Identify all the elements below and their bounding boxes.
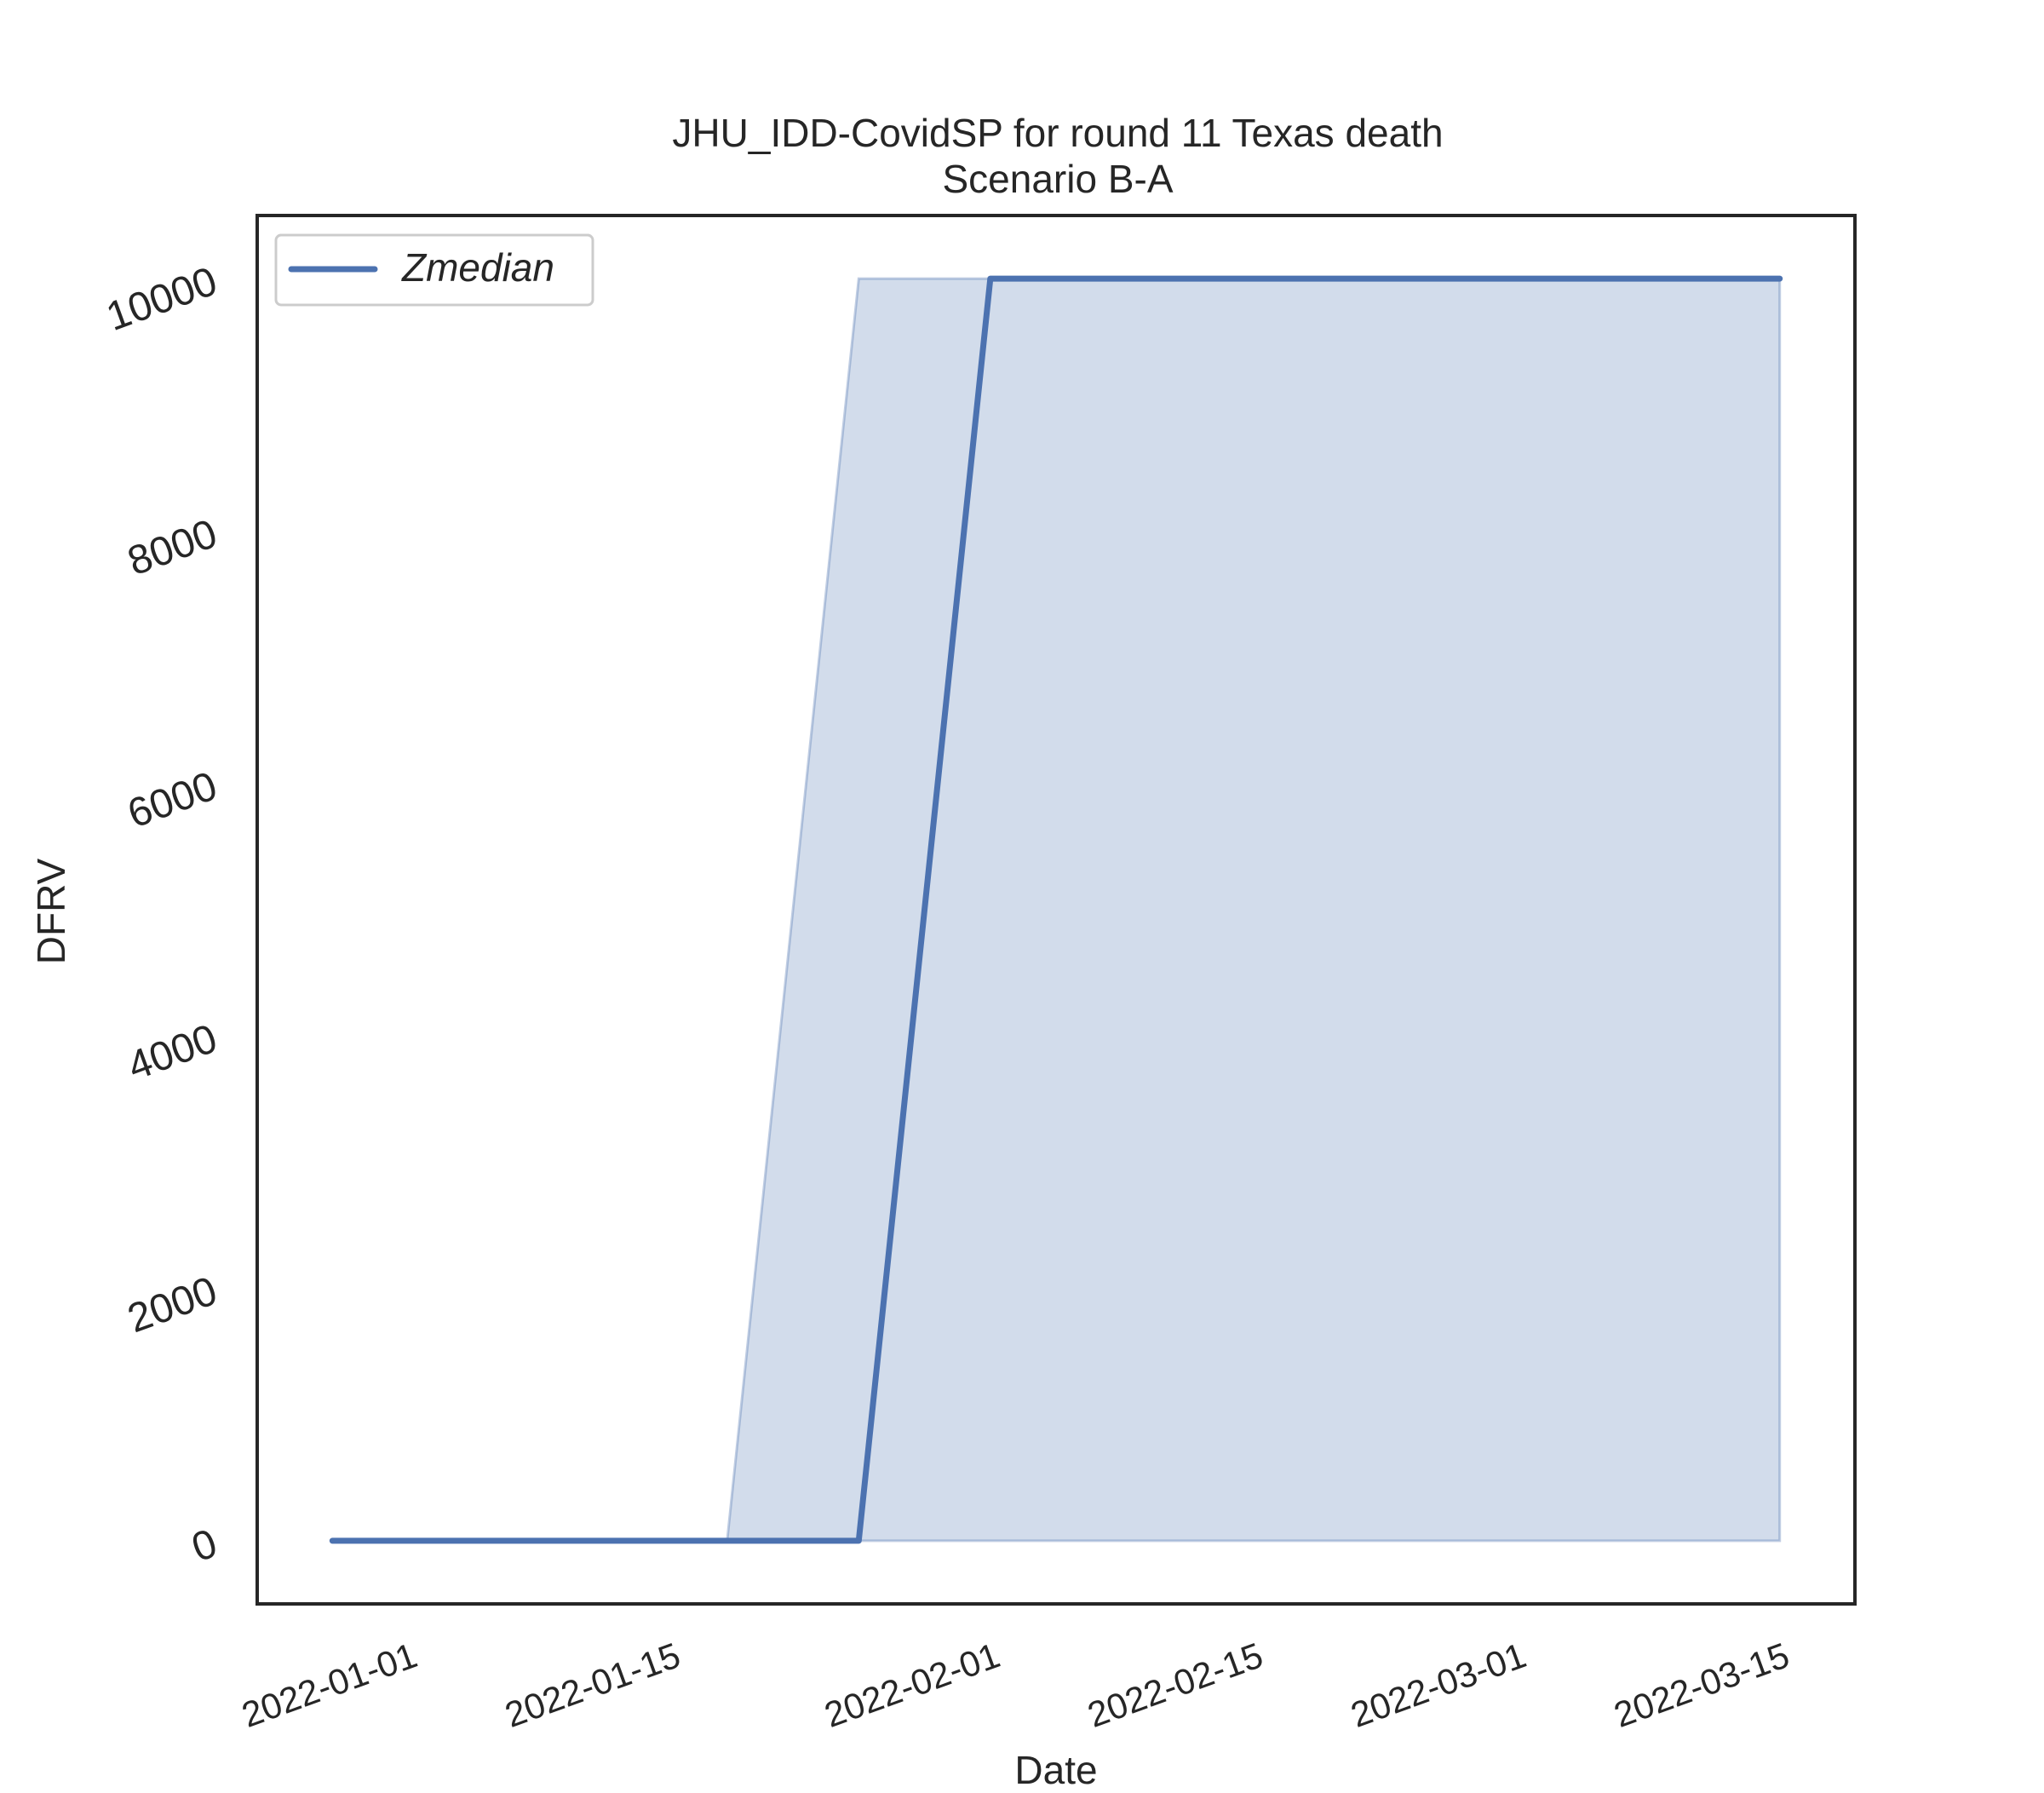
y-tick-label: 8000 <box>122 511 222 584</box>
x-tick-label: 2022-02-01 <box>819 1635 1005 1735</box>
y-tick-label: 0 <box>187 1520 223 1571</box>
x-tick-label: 2022-02-15 <box>1082 1635 1268 1735</box>
legend: Zmedian <box>274 233 594 307</box>
y-tick-label: 4000 <box>122 1016 222 1089</box>
x-tick-label: 2022-03-15 <box>1609 1635 1794 1735</box>
x-tick-label: 2022-01-01 <box>237 1635 422 1735</box>
series-line-layer <box>329 275 1783 1544</box>
y-tick-label: 2000 <box>122 1268 222 1342</box>
y-tick-label: 10000 <box>100 259 223 340</box>
confidence-band <box>332 277 1782 1543</box>
x-tick-label: 2022-03-01 <box>1346 1635 1531 1735</box>
chart-title: JHU_IDD-CovidSP for round 11 Texas death <box>672 111 1443 155</box>
chart-subtitle: Scenario B-A <box>942 157 1173 201</box>
x-axis-label: Date <box>1014 1748 1097 1789</box>
x-tick-label: 2022-01-15 <box>500 1635 686 1735</box>
plot-frame <box>256 214 1857 1606</box>
y-tick-label: 6000 <box>122 763 222 836</box>
legend-box <box>274 233 594 307</box>
series-line-zmedian <box>329 275 1783 1544</box>
y-tick-labels: 0 2000 4000 6000 8000 10000 <box>100 259 223 1572</box>
confidence-band-layer <box>332 277 1782 1543</box>
y-axis-label: DFRV <box>29 858 73 964</box>
legend-label-zmedian: Zmedian <box>401 245 554 290</box>
x-tick-labels: 2022-01-01 2022-01-15 2022-02-01 2022-02-15… <box>237 1635 1794 1735</box>
